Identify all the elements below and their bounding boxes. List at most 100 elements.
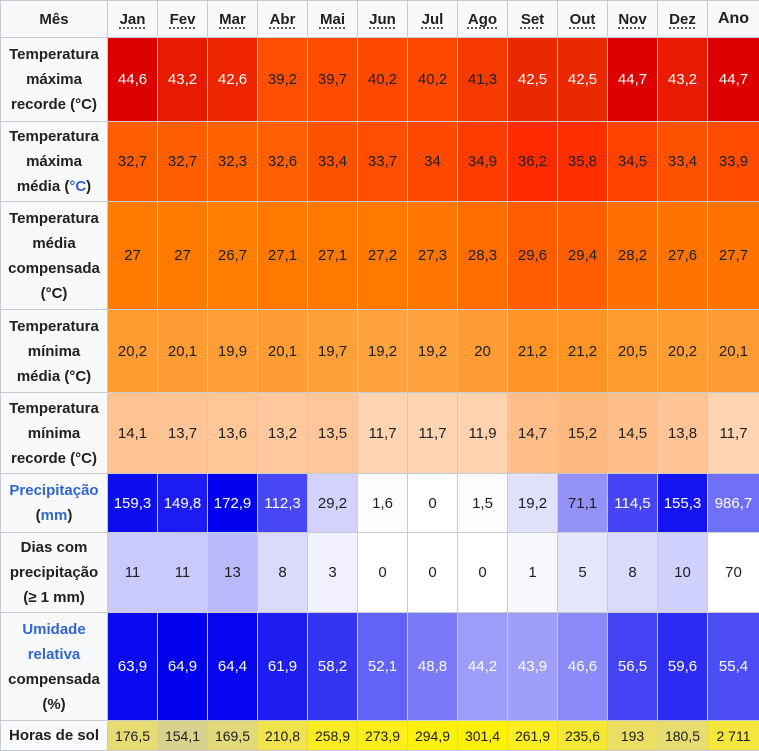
month-value-cell: 10	[658, 533, 708, 613]
row-label-text: média	[32, 235, 75, 252]
month-value-cell: 261,9	[508, 721, 558, 751]
month-value-cell: 27	[158, 202, 208, 310]
year-value-cell: 20,1	[708, 310, 759, 393]
month-header[interactable]: Out	[558, 1, 608, 38]
month-value-cell: 43,2	[658, 38, 708, 122]
month-header[interactable]: Jun	[358, 1, 408, 38]
month-value-cell: 27,2	[358, 202, 408, 310]
month-value-cell: 27,1	[258, 202, 308, 310]
month-value-cell: 1,6	[358, 474, 408, 533]
month-value-cell: 27,6	[658, 202, 708, 310]
month-value-cell: 27	[108, 202, 158, 310]
row-label-text: Temperatura	[9, 318, 99, 335]
month-value-cell: 52,1	[358, 613, 408, 721]
month-value-cell: 13,8	[658, 393, 708, 474]
row-label-text: recorde (°C)	[11, 450, 97, 467]
row-label-link[interactable]: Precipitação	[9, 482, 98, 499]
row-label-text: média (	[17, 178, 70, 195]
month-value-cell: 39,7	[308, 38, 358, 122]
month-value-cell: 19,7	[308, 310, 358, 393]
month-value-cell: 235,6	[558, 721, 608, 751]
row-label-link[interactable]: relativa	[28, 646, 81, 663]
month-value-cell: 5	[558, 533, 608, 613]
month-header[interactable]: Dez	[658, 1, 708, 38]
month-value-cell: 273,9	[358, 721, 408, 751]
month-value-cell: 169,5	[208, 721, 258, 751]
month-value-cell: 20,5	[608, 310, 658, 393]
month-value-cell: 44,6	[108, 38, 158, 122]
month-header[interactable]: Set	[508, 1, 558, 38]
month-value-cell: 35,8	[558, 122, 608, 202]
month-value-cell: 27,1	[308, 202, 358, 310]
month-value-cell: 0	[408, 474, 458, 533]
month-value-cell: 13	[208, 533, 258, 613]
row-label-text: máxima	[26, 71, 82, 88]
month-header[interactable]: Fev	[158, 1, 208, 38]
month-header[interactable]: Nov	[608, 1, 658, 38]
month-value-cell: 20	[458, 310, 508, 393]
month-header[interactable]: Jan	[108, 1, 158, 38]
month-value-cell: 33,4	[308, 122, 358, 202]
month-value-cell: 19,2	[508, 474, 558, 533]
month-value-cell: 29,2	[308, 474, 358, 533]
row-label-text: Dias com	[21, 539, 88, 556]
month-header[interactable]: Abr	[258, 1, 308, 38]
row-label-link[interactable]: Umidade	[22, 621, 85, 638]
row-label-text: recorde (°C)	[11, 96, 97, 113]
row-label-text: Temperatura	[9, 128, 99, 145]
month-value-cell: 14,7	[508, 393, 558, 474]
row-label: Umidade relativa compensada (%)	[1, 613, 108, 721]
month-value-cell: 41,3	[458, 38, 508, 122]
row-label-text: Temperatura	[9, 210, 99, 227]
month-value-cell: 36,2	[508, 122, 558, 202]
month-value-cell: 149,8	[158, 474, 208, 533]
month-value-cell: 19,2	[358, 310, 408, 393]
row-label-link[interactable]: °C	[69, 178, 86, 195]
month-value-cell: 11,7	[358, 393, 408, 474]
month-value-cell: 21,2	[558, 310, 608, 393]
row-label-text: (°C)	[41, 285, 68, 302]
year-value-cell: 70	[708, 533, 759, 613]
row-label-text: (%)	[42, 696, 65, 713]
month-value-cell: 32,7	[108, 122, 158, 202]
month-header[interactable]: Mar	[208, 1, 258, 38]
month-value-cell: 42,5	[558, 38, 608, 122]
row-label-link[interactable]: mm	[41, 507, 68, 524]
month-value-cell: 301,4	[458, 721, 508, 751]
row-label-text: (≥ 1 mm)	[23, 589, 85, 606]
month-header[interactable]: Ago	[458, 1, 508, 38]
month-value-cell: 39,2	[258, 38, 308, 122]
year-value-cell: 44,7	[708, 38, 759, 122]
month-value-cell: 11	[108, 533, 158, 613]
month-value-cell: 8	[608, 533, 658, 613]
month-value-cell: 40,2	[408, 38, 458, 122]
month-value-cell: 48,8	[408, 613, 458, 721]
month-value-cell: 210,8	[258, 721, 308, 751]
month-value-cell: 56,5	[608, 613, 658, 721]
row-label-text: )	[86, 178, 91, 195]
month-value-cell: 176,5	[108, 721, 158, 751]
row-label-text: compensada	[8, 671, 100, 688]
month-value-cell: 63,9	[108, 613, 158, 721]
year-value-cell: 986,7	[708, 474, 759, 533]
month-value-cell: 61,9	[258, 613, 308, 721]
year-value-cell: 2 711	[708, 721, 759, 751]
month-value-cell: 0	[408, 533, 458, 613]
month-value-cell: 44,7	[608, 38, 658, 122]
month-value-cell: 155,3	[658, 474, 708, 533]
month-value-cell: 59,6	[658, 613, 708, 721]
month-header[interactable]: Jul	[408, 1, 458, 38]
month-header[interactable]: Mai	[308, 1, 358, 38]
year-value-cell: 55,4	[708, 613, 759, 721]
month-value-cell: 294,9	[408, 721, 458, 751]
month-value-cell: 13,6	[208, 393, 258, 474]
month-value-cell: 43,2	[158, 38, 208, 122]
